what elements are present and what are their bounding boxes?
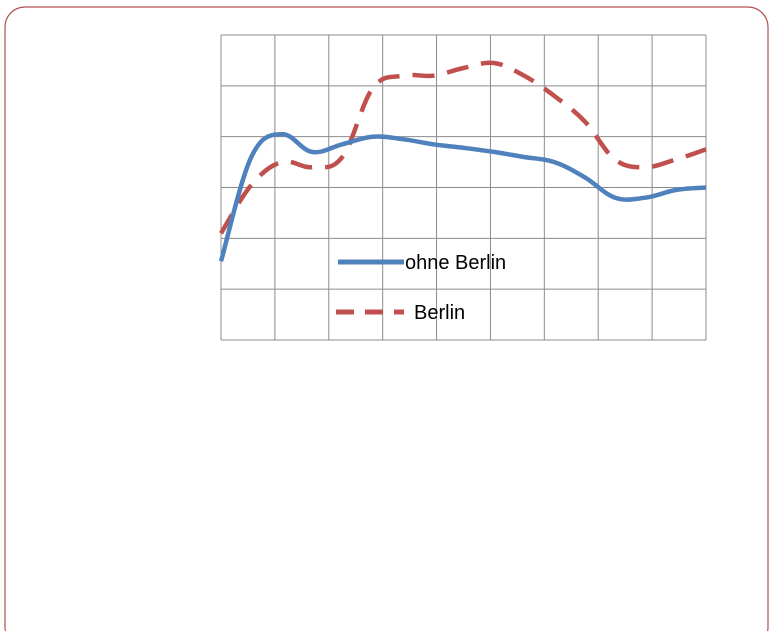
series-group [218,60,707,262]
grid [220,34,707,341]
legend: ohne Berlin Berlin [336,252,506,324]
chart-border [4,6,769,631]
legend-entry-ohne-berlin: ohne Berlin [338,252,506,274]
series-line-ohne-berlin [218,131,707,262]
legend-entry-berlin: Berlin [336,302,465,324]
series-line-berlin [219,60,707,235]
legend-label-berlin: Berlin [414,302,465,324]
legend-label-ohne-berlin: ohne Berlin [405,252,506,274]
